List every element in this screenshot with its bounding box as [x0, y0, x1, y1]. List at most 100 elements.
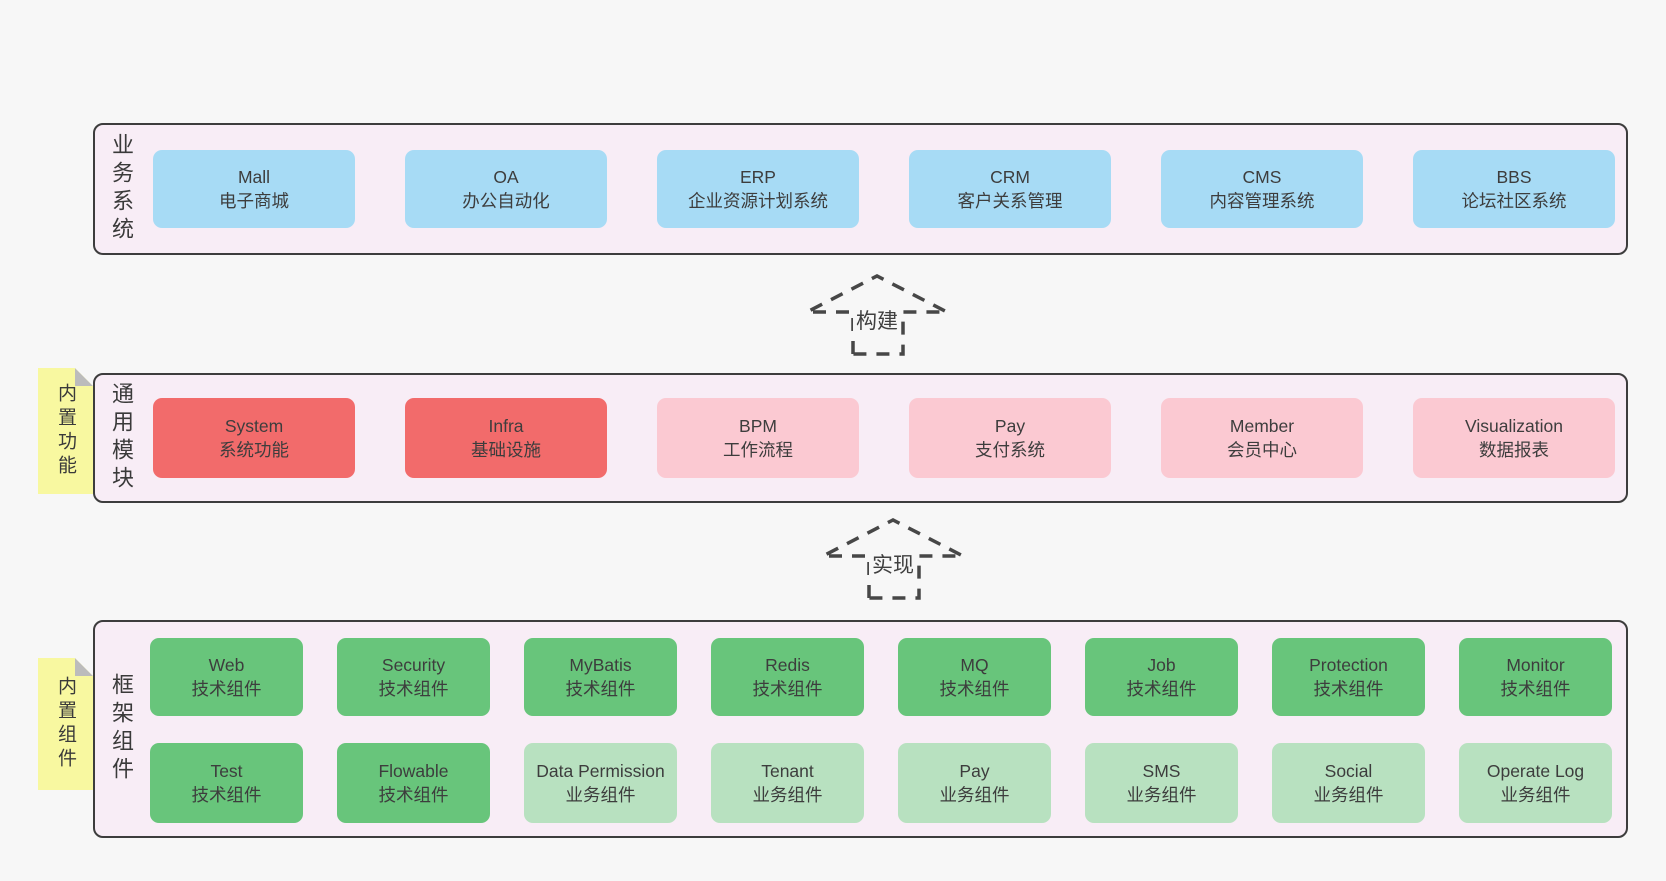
box-bbs: BBS 论坛社区系统: [1413, 150, 1615, 228]
box-bpm-name: BPM: [739, 415, 777, 436]
box-protection: Protection 技术组件: [1272, 638, 1425, 716]
box-pay-biz-desc: 业务组件: [939, 785, 1010, 805]
box-sms-desc: 业务组件: [1126, 785, 1197, 805]
box-cms-desc: 内容管理系统: [1209, 191, 1315, 211]
box-oa-name: OA: [493, 166, 519, 187]
box-erp: ERP 企业资源计划系统: [657, 150, 859, 228]
box-security: Security 技术组件: [337, 638, 490, 716]
common-modules-label: 通用模块: [109, 382, 134, 494]
box-operate-log: Operate Log 业务组件: [1459, 743, 1612, 823]
box-erp-name: ERP: [740, 166, 776, 187]
box-web-name: Web: [208, 654, 245, 675]
box-social-desc: 业务组件: [1313, 785, 1384, 805]
box-security-name: Security: [381, 654, 446, 675]
box-monitor-name: Monitor: [1506, 654, 1565, 675]
box-data-permission-name: Data Permission: [536, 760, 665, 781]
builtin-components-sticky-label: 内置组件: [55, 676, 76, 772]
box-bbs-name: BBS: [1496, 166, 1532, 187]
box-mybatis: MyBatis 技术组件: [524, 638, 677, 716]
box-visualization: Visualization 数据报表: [1413, 398, 1615, 478]
box-erp-desc: 企业资源计划系统: [688, 191, 828, 211]
box-monitor: Monitor 技术组件: [1459, 638, 1612, 716]
box-web: Web 技术组件: [150, 638, 303, 716]
box-mq: MQ 技术组件: [898, 638, 1051, 716]
builtin-features-sticky-note: 内置功能: [38, 368, 93, 494]
box-pay-desc: 支付系统: [975, 440, 1045, 460]
box-infra-desc: 基础设施: [471, 440, 541, 460]
framework-components-label: 框架组件: [109, 673, 134, 785]
box-flowable-name: Flowable: [378, 760, 449, 781]
box-monitor-desc: 技术组件: [1500, 679, 1571, 699]
box-system-name: System: [224, 415, 284, 436]
build-arrow-label: 构建: [853, 309, 901, 335]
box-flowable-desc: 技术组件: [378, 785, 449, 805]
build-arrow-icon: [806, 274, 948, 356]
business-systems-panel: 业务系统 Mall 电子商城 OA 办公自动化 ERP 企业资源计划系统 CRM…: [93, 123, 1628, 255]
box-member-desc: 会员中心: [1227, 440, 1297, 460]
builtin-features-sticky-label: 内置功能: [55, 383, 76, 479]
box-security-desc: 技术组件: [378, 679, 449, 699]
box-test-desc: 技术组件: [191, 785, 262, 805]
builtin-components-sticky-note: 内置组件: [38, 658, 93, 790]
box-test: Test 技术组件: [150, 743, 303, 823]
implement-arrow-label: 实现: [869, 553, 917, 579]
common-modules-panel: 通用模块 System 系统功能 Infra 基础设施 BPM 工作流程 Pay…: [93, 373, 1628, 503]
box-pay-biz-name: Pay: [959, 760, 990, 781]
implement-arrow-icon: [822, 518, 964, 600]
framework-components-panel: 框架组件 Web 技术组件 Security 技术组件 MyBatis 技术组件…: [93, 620, 1628, 838]
box-job-name: Job: [1147, 654, 1176, 675]
box-tenant: Tenant 业务组件: [711, 743, 864, 823]
box-pay-name: Pay: [994, 415, 1026, 436]
box-mybatis-desc: 技术组件: [565, 679, 636, 699]
sticky-folded-corner-icon: [75, 658, 93, 676]
box-system-desc: 系统功能: [219, 440, 289, 460]
box-tenant-name: Tenant: [761, 760, 814, 781]
box-pay-biz: Pay 业务组件: [898, 743, 1051, 823]
common-modules-row: System 系统功能 Infra 基础设施 BPM 工作流程 Pay 支付系统…: [153, 398, 1615, 478]
box-member-name: Member: [1229, 415, 1295, 436]
box-visualization-desc: 数据报表: [1479, 440, 1549, 460]
box-oa: OA 办公自动化: [405, 150, 607, 228]
box-sms-name: SMS: [1142, 760, 1181, 781]
box-oa-desc: 办公自动化: [462, 191, 550, 211]
box-protection-desc: 技术组件: [1313, 679, 1384, 699]
box-redis-desc: 技术组件: [752, 679, 823, 699]
box-sms: SMS 业务组件: [1085, 743, 1238, 823]
box-visualization-name: Visualization: [1465, 415, 1563, 436]
box-cms: CMS 内容管理系统: [1161, 150, 1363, 228]
box-flowable: Flowable 技术组件: [337, 743, 490, 823]
box-test-name: Test: [210, 760, 243, 781]
box-tenant-desc: 业务组件: [752, 785, 823, 805]
box-system: System 系统功能: [153, 398, 355, 478]
box-crm-desc: 客户关系管理: [957, 191, 1063, 211]
box-social: Social 业务组件: [1272, 743, 1425, 823]
sticky-folded-corner-icon: [75, 368, 93, 386]
box-member: Member 会员中心: [1161, 398, 1363, 478]
box-job-desc: 技术组件: [1126, 679, 1197, 699]
box-bbs-desc: 论坛社区系统: [1461, 191, 1567, 211]
box-crm-name: CRM: [990, 166, 1030, 187]
box-protection-name: Protection: [1309, 654, 1388, 675]
box-bpm-desc: 工作流程: [723, 440, 793, 460]
business-systems-row: Mall 电子商城 OA 办公自动化 ERP 企业资源计划系统 CRM 客户关系…: [153, 150, 1615, 228]
business-systems-label: 业务系统: [109, 133, 134, 245]
framework-components-row-1: Web 技术组件 Security 技术组件 MyBatis 技术组件 Redi…: [150, 638, 1612, 716]
box-bpm: BPM 工作流程: [657, 398, 859, 478]
box-cms-name: CMS: [1242, 166, 1282, 187]
box-job: Job 技术组件: [1085, 638, 1238, 716]
framework-components-row-2: Test 技术组件 Flowable 技术组件 Data Permission …: [150, 743, 1612, 823]
box-mq-desc: 技术组件: [939, 679, 1010, 699]
box-mq-name: MQ: [960, 654, 989, 675]
box-redis-name: Redis: [765, 654, 810, 675]
box-mall-desc: 电子商城: [219, 191, 289, 211]
box-crm: CRM 客户关系管理: [909, 150, 1111, 228]
box-data-permission: Data Permission 业务组件: [524, 743, 677, 823]
box-social-name: Social: [1324, 760, 1373, 781]
box-mall-name: Mall: [237, 166, 271, 187]
box-infra: Infra 基础设施: [405, 398, 607, 478]
box-operate-log-desc: 业务组件: [1500, 785, 1571, 805]
box-mybatis-name: MyBatis: [569, 654, 632, 675]
box-infra-name: Infra: [488, 415, 524, 436]
box-pay: Pay 支付系统: [909, 398, 1111, 478]
box-web-desc: 技术组件: [191, 679, 262, 699]
